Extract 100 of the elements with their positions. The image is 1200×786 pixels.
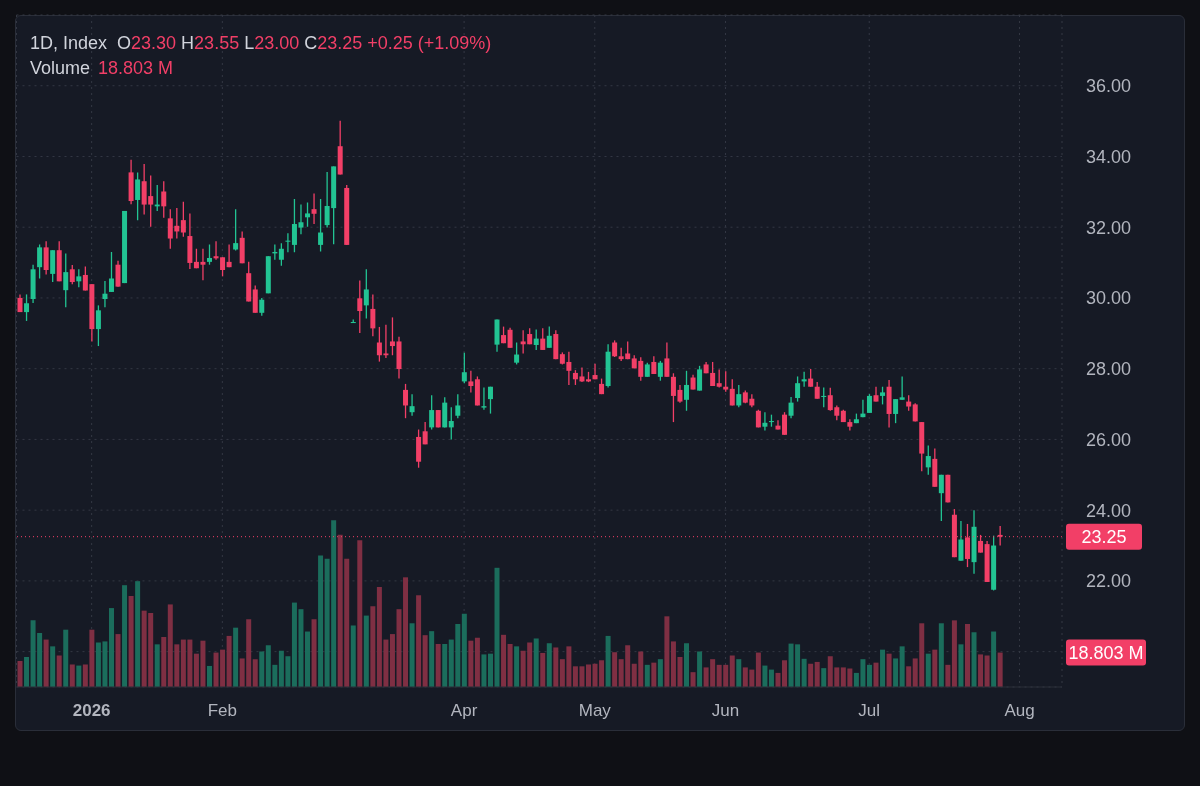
candlestick [540, 327, 546, 351]
candlestick [788, 396, 794, 419]
y-tick-label: 26.00 [1086, 429, 1132, 450]
bar [768, 669, 774, 687]
bar [507, 643, 513, 687]
candlestick [455, 393, 461, 419]
bar [24, 656, 30, 687]
bar [76, 665, 82, 687]
candlestick [866, 393, 872, 414]
bar [403, 577, 409, 687]
y-tick-label: 28.00 [1086, 359, 1132, 380]
candlestick [546, 325, 552, 349]
bar [56, 655, 62, 687]
bar [305, 631, 311, 687]
bar [135, 581, 141, 687]
bar [932, 649, 938, 687]
y2-tick-label: 18.803 M [1068, 643, 1144, 664]
candlestick [115, 260, 121, 288]
bar [997, 652, 1003, 687]
bar [161, 637, 167, 687]
bar [893, 658, 899, 687]
bar [958, 644, 964, 687]
candlestick [958, 520, 964, 562]
candlestick [135, 171, 141, 221]
bar [546, 643, 552, 687]
bar [429, 631, 435, 687]
candlestick [63, 252, 69, 308]
bar [50, 646, 56, 687]
bar [533, 638, 539, 687]
x-tick-label: Jul [858, 701, 881, 720]
candlestick [801, 371, 807, 388]
bar [468, 640, 474, 687]
bar [311, 619, 317, 687]
candlestick [481, 386, 487, 411]
bar [755, 652, 761, 687]
annotation: Volume [30, 58, 91, 78]
bar [684, 643, 690, 687]
candlestick [795, 375, 801, 403]
bar [775, 672, 781, 687]
candlestick [762, 411, 768, 432]
candlestick [357, 279, 363, 334]
candlestick [69, 264, 75, 285]
bar [814, 661, 820, 687]
candlestick [102, 280, 108, 308]
bar [925, 653, 931, 687]
x-tick-label: May [578, 701, 612, 720]
y-tick-label: 32.00 [1086, 217, 1132, 238]
candlestick [233, 208, 239, 252]
candlestick [461, 352, 467, 384]
bar [782, 660, 788, 687]
text: O23.30 H23.55 L23.00 C23.25 +0.25 (+1.09%) [117, 33, 492, 53]
candlestick [507, 327, 513, 349]
candlestick [95, 304, 101, 347]
candlestick [847, 418, 853, 432]
bar [461, 613, 467, 687]
bar [690, 672, 696, 687]
bar [866, 664, 872, 687]
candlestick [43, 240, 49, 276]
bar [971, 632, 977, 687]
annotation: 18.803 M [98, 58, 174, 78]
bar [494, 567, 500, 687]
candlestick [775, 419, 781, 431]
candlestick [285, 232, 291, 253]
y-tick-label: 34.00 [1086, 146, 1132, 167]
x-tick-label: Feb [207, 701, 237, 720]
bar [801, 658, 807, 687]
bar [442, 643, 448, 687]
bar [697, 651, 703, 687]
candlestick [893, 398, 899, 424]
candlestick [409, 393, 415, 417]
bar [474, 637, 480, 687]
bar [873, 662, 879, 687]
candlestick [468, 370, 474, 394]
bar [481, 654, 487, 687]
bar [233, 627, 239, 687]
bar [487, 653, 493, 687]
candlestick [24, 293, 30, 322]
x-tick-label: Apr [450, 701, 478, 720]
bar [821, 668, 827, 687]
candlestick [363, 268, 369, 320]
bar [886, 653, 892, 687]
candlestick [311, 192, 317, 225]
bar [945, 664, 951, 687]
candlestick [403, 383, 409, 419]
bar [318, 555, 324, 687]
bar [657, 659, 663, 687]
bar [108, 608, 114, 687]
bar [880, 649, 886, 687]
candlestick [925, 444, 931, 476]
text: 1D, Index [30, 33, 108, 53]
candlestick [161, 180, 167, 219]
candlestick [37, 243, 43, 280]
candlestick [305, 201, 311, 228]
candlestick [729, 378, 735, 407]
candlestick [180, 201, 186, 238]
bar [991, 631, 997, 687]
candlestick [684, 370, 690, 412]
x-tick-label: Jun [711, 701, 740, 720]
candlestick [664, 341, 670, 378]
candlestick [657, 360, 663, 382]
